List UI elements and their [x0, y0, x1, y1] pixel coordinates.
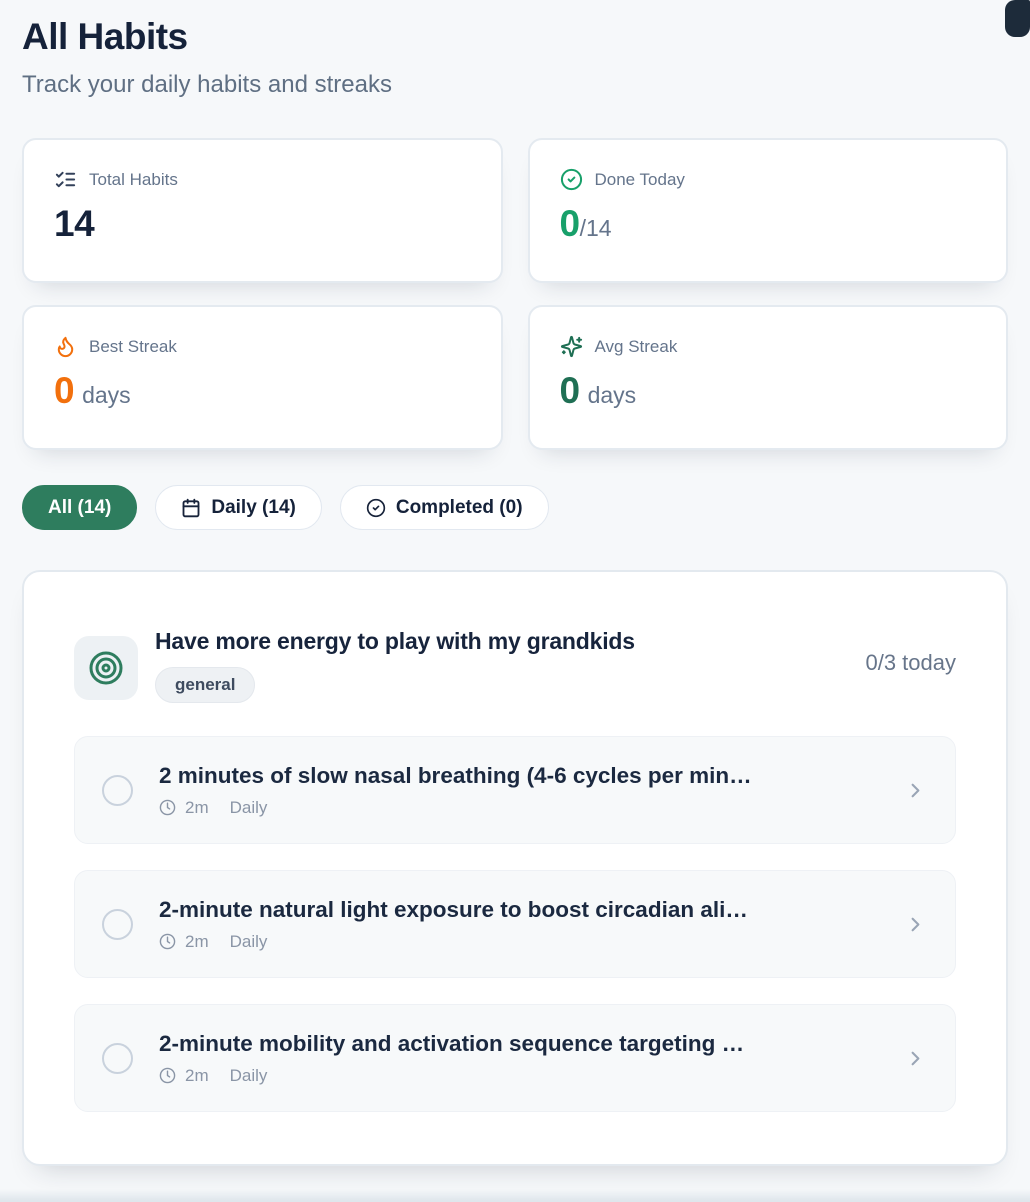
- flame-icon: [54, 335, 77, 358]
- chevron-right-icon[interactable]: [904, 913, 927, 936]
- checklist-icon: [54, 168, 77, 191]
- stat-card-best-streak: Best Streak 0 days: [22, 305, 503, 450]
- page-title: All Habits: [22, 16, 188, 57]
- circle-check-icon: [560, 168, 583, 191]
- chevron-right-icon[interactable]: [904, 779, 927, 802]
- clock-icon: [159, 933, 176, 950]
- bottom-scroll-track: [0, 1189, 1030, 1202]
- stat-suffix: /14: [579, 215, 612, 241]
- target-icon: [88, 650, 124, 686]
- filter-daily-button[interactable]: Daily (14): [155, 485, 322, 530]
- stat-card-total-habits: Total Habits 14: [22, 138, 503, 283]
- stat-card-done-today: Done Today 0/14: [527, 138, 1008, 283]
- habit-checkbox[interactable]: [102, 1042, 133, 1074]
- group-icon-tile: [74, 636, 138, 700]
- habit-checkbox[interactable]: [102, 774, 133, 806]
- habit-checkbox[interactable]: [102, 908, 133, 940]
- stats-grid: Total Habits 14 Done Today 0/14: [22, 138, 1008, 450]
- stat-suffix: days: [82, 382, 131, 408]
- habit-duration: 2m: [185, 1065, 209, 1085]
- group-header: Have more energy to play with my grandki…: [74, 628, 956, 703]
- sparkles-icon: [560, 335, 583, 358]
- habit-frequency: Daily: [229, 1065, 268, 1085]
- stat-label: Avg Streak: [594, 336, 678, 356]
- circle-check-icon: [366, 498, 386, 518]
- stat-label: Total Habits: [89, 169, 178, 189]
- habit-duration: 2m: [185, 797, 209, 817]
- habit-title: 2 minutes of slow nasal breathing (4-6 c…: [159, 762, 752, 788]
- filter-label: Completed (0): [395, 496, 523, 518]
- page-subtitle: Track your daily habits and streaks: [22, 71, 392, 98]
- stat-card-avg-streak: Avg Streak 0 days: [527, 305, 1008, 450]
- group-title: Have more energy to play with my grandki…: [155, 628, 635, 654]
- habit-duration: 2m: [185, 931, 209, 951]
- stat-value: 0: [559, 370, 581, 411]
- habit-row[interactable]: 2-minute mobility and activation sequenc…: [74, 1004, 956, 1112]
- habit-list: 2 minutes of slow nasal breathing (4-6 c…: [74, 736, 956, 1112]
- group-progress: 0/3 today: [865, 650, 956, 675]
- filter-completed-button[interactable]: Completed (0): [339, 485, 549, 530]
- group-tag: general: [155, 667, 256, 703]
- stat-label: Best Streak: [89, 336, 177, 356]
- stat-label: Done Today: [594, 169, 685, 189]
- habits-page: All Habits Track your daily habits and s…: [22, 16, 1008, 1166]
- habit-row[interactable]: 2 minutes of slow nasal breathing (4-6 c…: [74, 736, 956, 844]
- clock-icon: [159, 1067, 176, 1084]
- filter-label: Daily (14): [211, 496, 296, 518]
- stat-suffix: days: [587, 382, 637, 408]
- habit-frequency: Daily: [229, 931, 268, 951]
- habit-title: 2-minute mobility and activation sequenc…: [159, 1030, 745, 1056]
- habit-frequency: Daily: [229, 797, 268, 817]
- chevron-right-icon[interactable]: [904, 1047, 927, 1070]
- stat-value: 0: [54, 370, 75, 411]
- habit-title: 2-minute natural light exposure to boost…: [159, 896, 748, 922]
- stat-value: 0: [559, 203, 581, 244]
- calendar-icon: [181, 498, 201, 518]
- filter-label: All (14): [48, 496, 112, 518]
- stat-value: 14: [54, 203, 95, 244]
- habit-group-card: Have more energy to play with my grandki…: [22, 570, 1008, 1166]
- habit-row[interactable]: 2-minute natural light exposure to boost…: [74, 870, 956, 978]
- filter-bar: All (14) Daily (14) Completed (0): [22, 485, 1008, 530]
- filter-all-button[interactable]: All (14): [22, 485, 138, 530]
- clock-icon: [159, 799, 176, 816]
- scrollbar-thumb[interactable]: [1005, 0, 1030, 37]
